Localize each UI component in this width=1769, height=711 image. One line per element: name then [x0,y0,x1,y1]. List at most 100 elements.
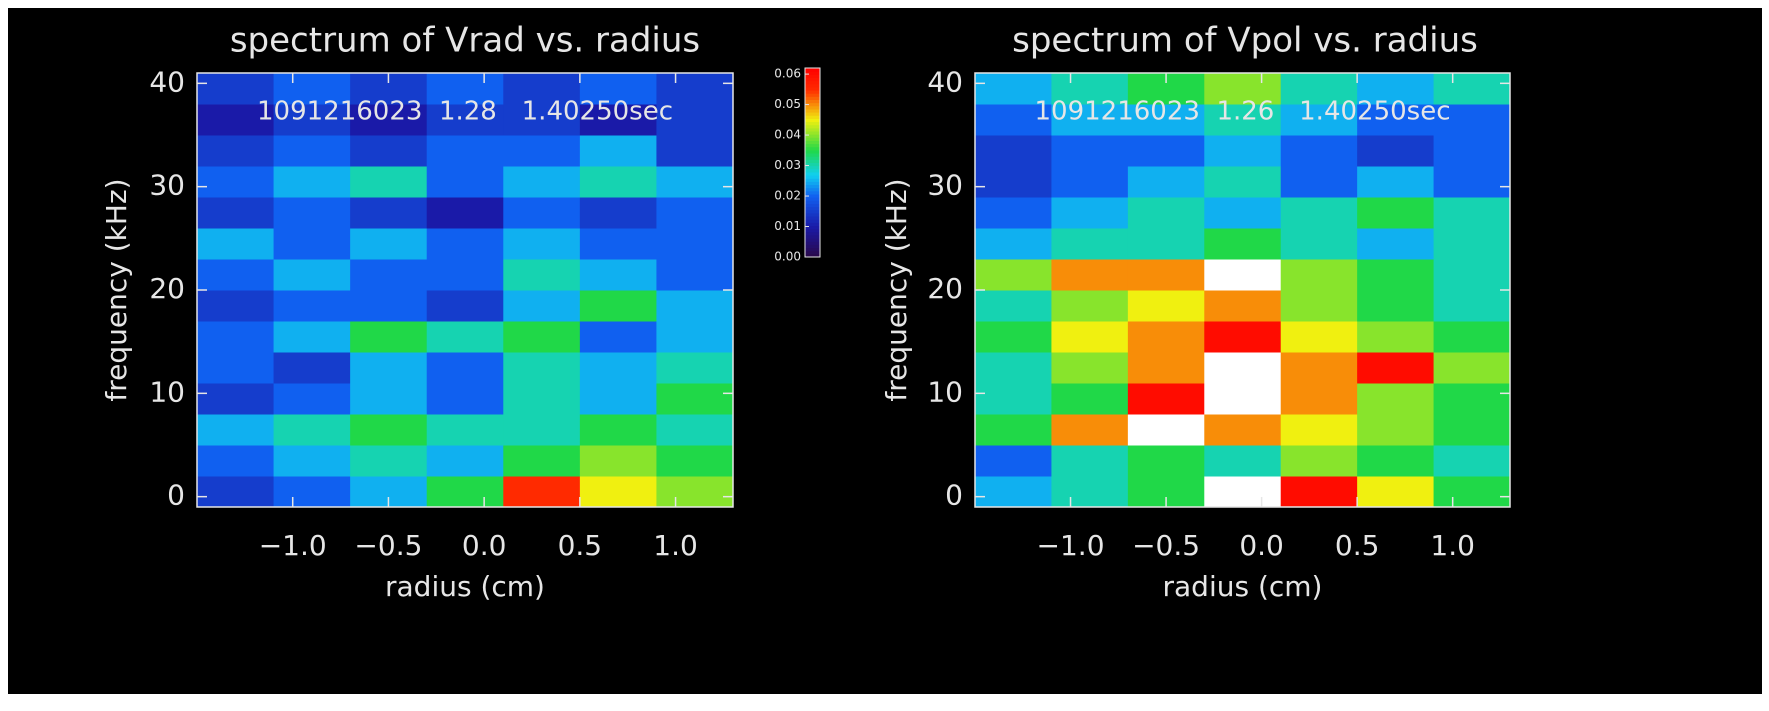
heatmap-cell [350,259,428,291]
heatmap-cells [197,73,733,507]
heatmap-cell [656,383,733,415]
heatmap-cell [579,259,657,291]
heatmap-cell [426,445,504,477]
colorbar-swatch [805,187,820,192]
heatmap-cell [350,445,428,477]
colorbar-swatch [805,238,820,242]
heatmap-cell [197,228,275,260]
heatmap-cell [273,197,351,229]
heatmap-cell [975,352,1052,384]
heatmap-cell [1433,135,1510,167]
heatmap-cell [273,228,351,260]
heatmap-cell [197,73,275,105]
heatmap-cell [1051,228,1129,260]
heatmap-cell [579,104,657,136]
x-tick-label: 1.0 [653,529,698,562]
heatmap-cell [975,197,1052,229]
heatmap-cell [1127,445,1205,477]
heatmap-cell [1357,135,1435,167]
colorbar-swatch [805,96,820,100]
heatmap-cell [503,259,581,291]
heatmap-cell [656,197,733,229]
chart-title: spectrum of Vrad vs. radius [230,21,700,61]
heatmap-cell [1357,73,1435,105]
colorbar-swatch [805,194,820,198]
colorbar-swatch [805,162,820,167]
heatmap-cell [579,383,657,415]
heatmap-cell [426,321,504,353]
heatmap-cell [1433,321,1510,353]
heatmap-cell [656,73,733,105]
colorbar-swatch [805,127,820,132]
heatmap-cell [1280,197,1358,229]
heatmap-cell [1127,166,1205,198]
heatmap-cell [1357,197,1435,229]
heatmap-cell [273,73,351,105]
heatmap-cell [1051,290,1129,322]
colorbar-swatch [805,74,820,78]
colorbar-swatch [805,146,820,151]
heatmap-cell [1127,352,1205,384]
heatmap-cell [1280,104,1358,136]
colorbar-swatch [805,112,820,116]
heatmap-cell [579,73,657,105]
heatmap-cell [1280,166,1358,198]
heatmap-cells [975,73,1510,507]
heatmap-cell [1127,321,1205,353]
colorbar-swatch [805,90,820,94]
heatmap-cell [1433,414,1510,446]
heatmap-cell [1051,104,1129,136]
heatmap-cell [426,476,504,507]
heatmap-cell [197,104,275,136]
heatmap-cell [197,259,275,291]
heatmap-cell [197,476,275,507]
heatmap-cell [656,352,733,384]
heatmap-cell [1127,228,1205,260]
heatmap-cell [1127,414,1205,446]
colorbar-swatch [805,80,820,85]
colorbar-swatch [805,77,820,82]
annotation: 1091216023 1.26 1.40250sec [1035,97,1451,127]
heatmap-cell [1204,228,1282,260]
x-tick-label: 0.5 [1335,529,1380,562]
heatmap-cell [426,352,504,384]
colorbar-swatch [805,231,820,236]
heatmap-cell [975,290,1052,322]
heatmap-cell [1280,228,1358,260]
heatmap-cell [1204,414,1282,446]
heatmap-cell [1204,73,1282,105]
heatmap-cell [1280,352,1358,384]
heatmap-cell [579,166,657,198]
colorbar-swatch [805,165,820,170]
colorbar-swatch [805,121,820,126]
heatmap-cell [503,166,581,198]
heatmap-cell [1204,383,1282,415]
colorbar-swatch [805,168,820,173]
x-tick-label: 0.5 [558,529,603,562]
y-tick-label: 20 [927,272,963,305]
y-tick-label: 10 [149,375,185,408]
heatmap-cell [350,290,428,322]
heatmap-cell [656,135,733,167]
colorbar-swatch [805,118,820,123]
colorbar-tick-label: 0.00 [774,250,801,264]
heatmap-cell [1127,259,1205,291]
colorbar-tick-label: 0.03 [774,158,801,172]
heatmap-cell [197,445,275,477]
heatmap-cell [656,476,733,507]
y-tick-label: 40 [927,65,963,98]
heatmap-cell [1051,321,1129,353]
colorbar-swatch [805,140,820,145]
colorbar-swatch [805,115,820,119]
colorbar-tick-label: 0.06 [774,67,801,81]
heatmap-cell [1280,290,1358,322]
y-tick-label: 30 [927,169,963,202]
colorbar-swatch [805,241,820,245]
y-tick-label: 10 [927,375,963,408]
x-tick-label: 0.0 [1239,529,1284,562]
colorbar-frame [804,67,821,258]
colorbar-swatch [805,253,820,258]
heatmap-cell [975,259,1052,291]
heatmap-cell [503,104,581,136]
colorbar-swatch [805,159,820,163]
